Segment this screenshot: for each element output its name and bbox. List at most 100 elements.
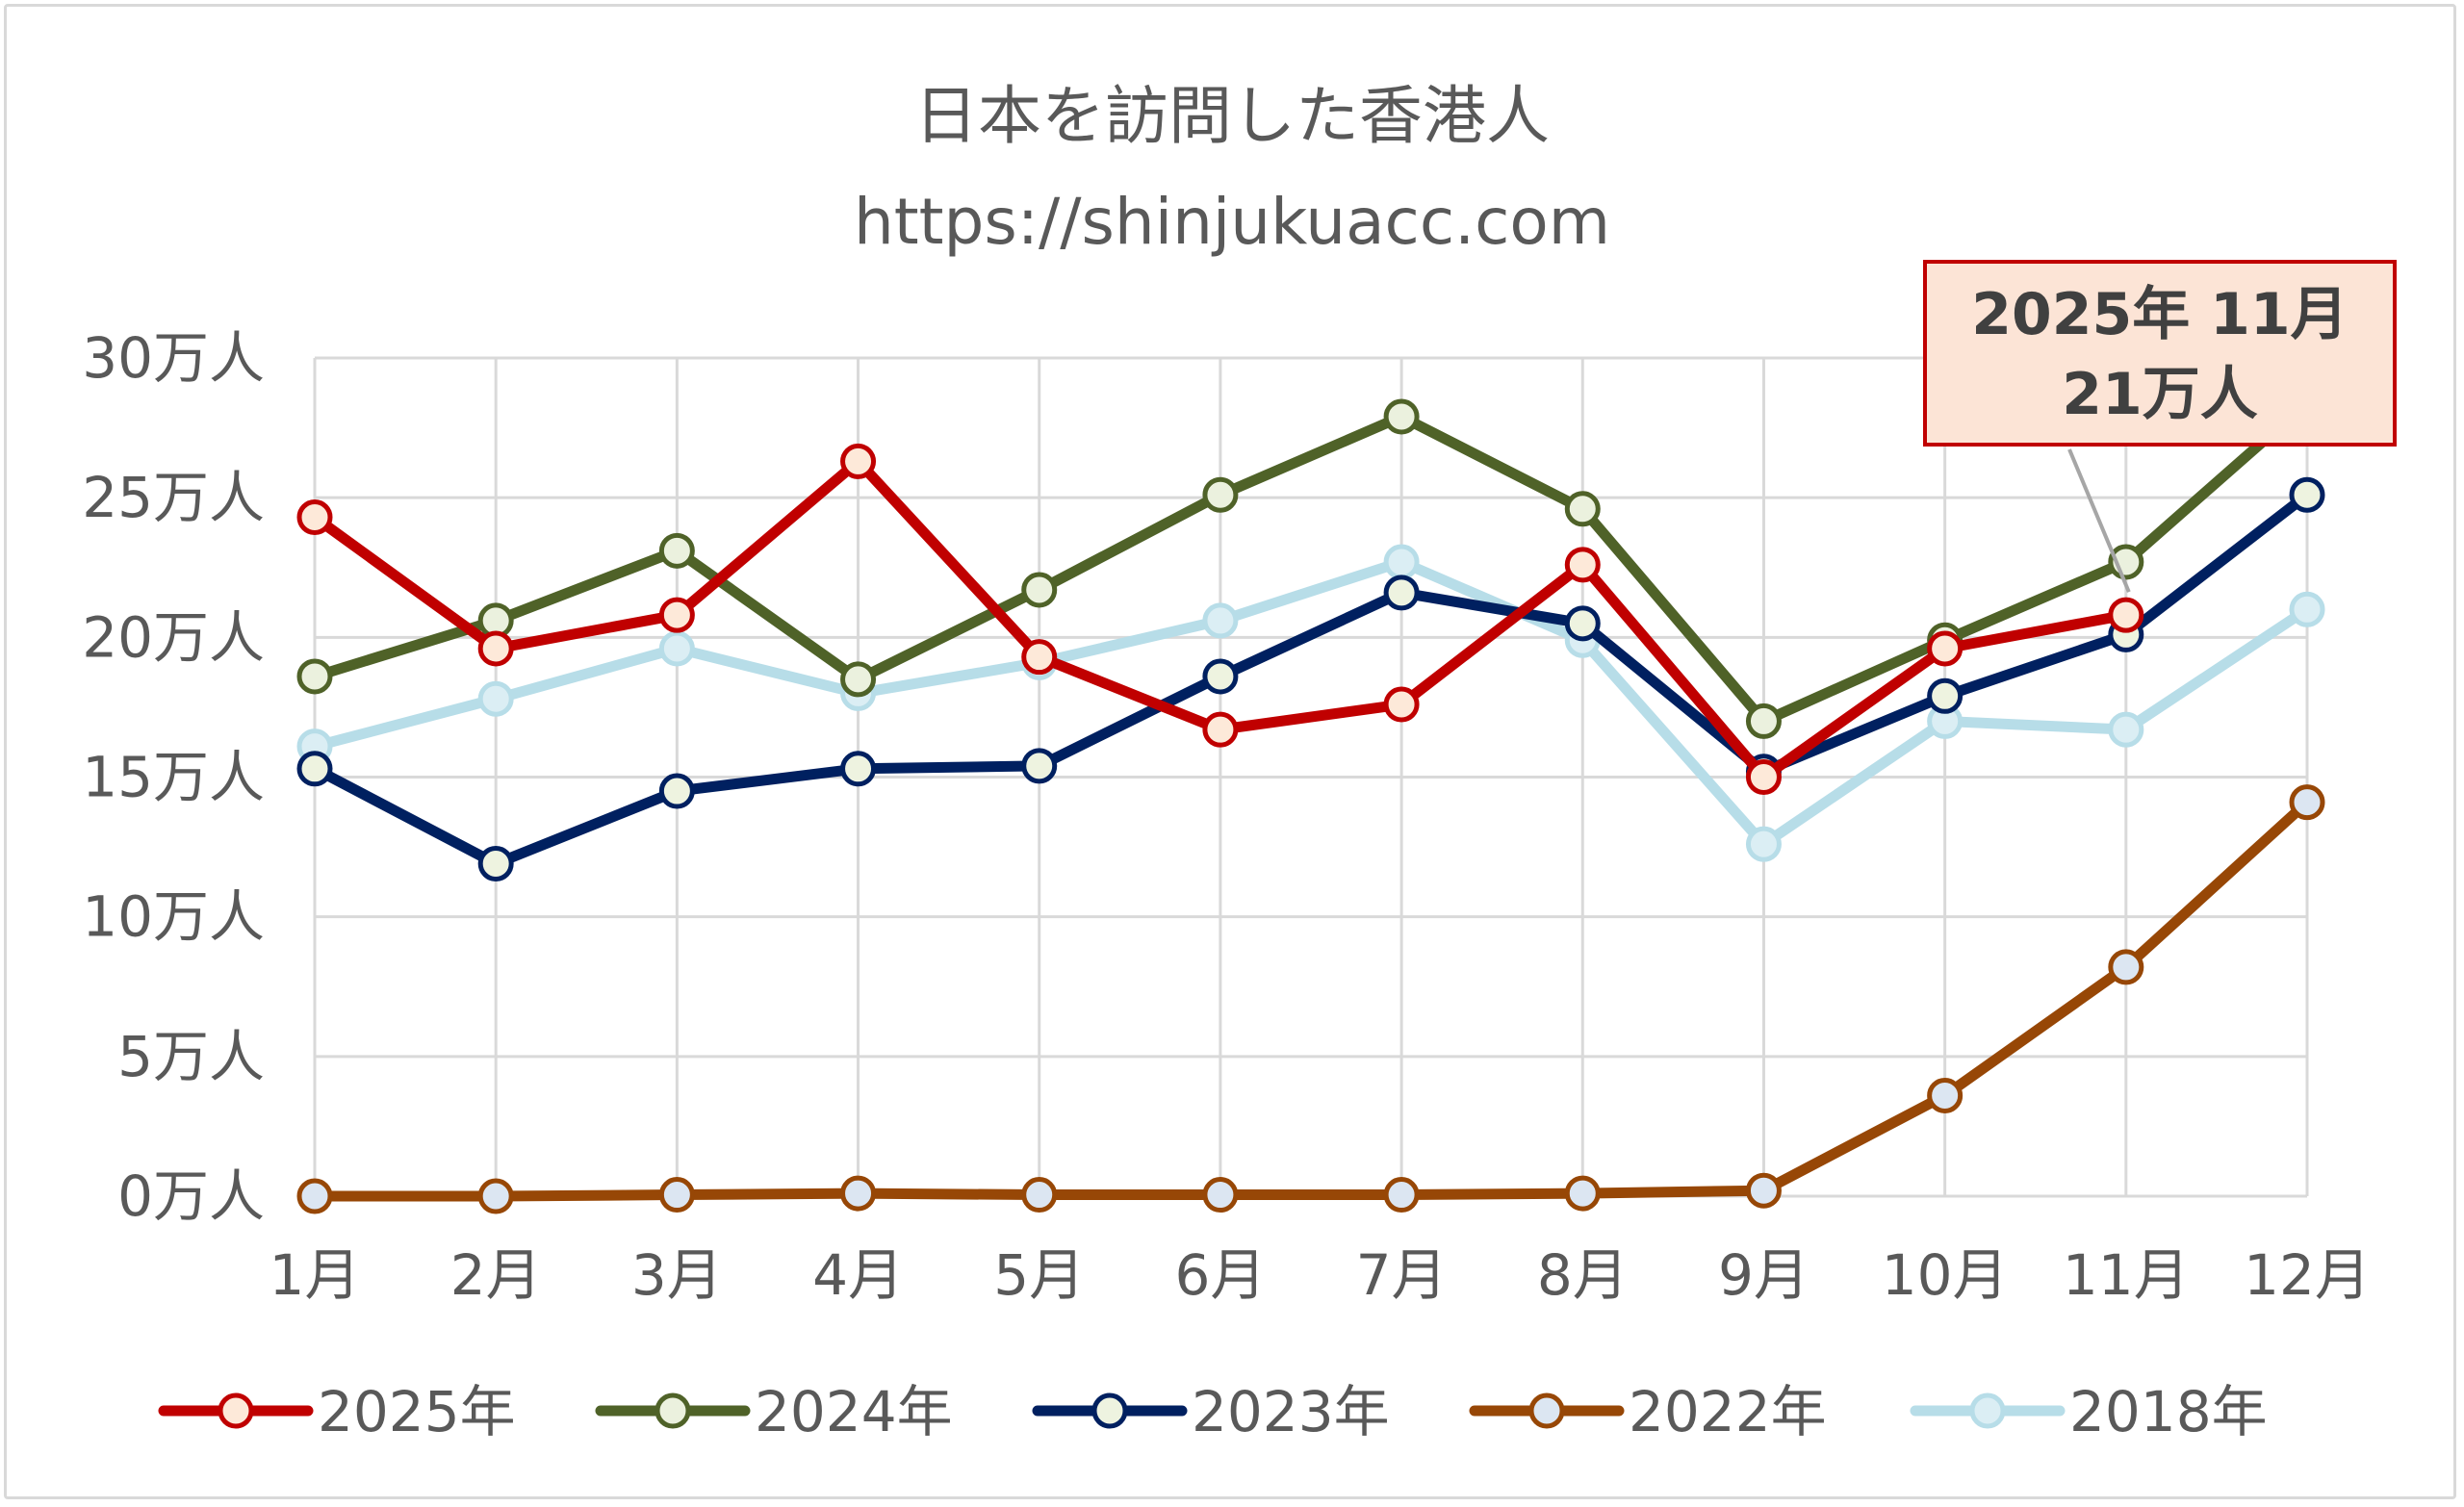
data-point [840, 1175, 877, 1212]
data-point [1745, 1172, 1782, 1209]
data-point [2289, 784, 2325, 821]
data-callout: 2025年 11月 21万人 [1923, 260, 2397, 593]
x-tick-label: 8月 [1537, 1242, 1629, 1308]
data-point [1383, 398, 1420, 435]
y-axis-ticks: 0万人 5万人 10万人 15万人 20万人 25万人 30万人 [82, 325, 265, 1229]
y-tick-label: 25万人 [82, 465, 265, 530]
data-point [1202, 658, 1239, 695]
x-tick-label: 10月 [1882, 1242, 2009, 1308]
data-point [2108, 949, 2144, 985]
gridlines [313, 356, 2309, 1198]
data-point [1021, 572, 1058, 608]
callout-leader [2067, 448, 2131, 593]
y-tick-label: 10万人 [82, 884, 265, 950]
legend-label: 2023年 [1192, 1379, 1390, 1444]
series-line [309, 556, 2313, 850]
legend-item: 2024年 [595, 1379, 953, 1444]
data-point [1383, 544, 1420, 580]
data-point [1383, 686, 1420, 723]
data-point [658, 597, 695, 633]
legend-label: 2025年 [318, 1379, 516, 1444]
legend-marker [1091, 1392, 1128, 1429]
data-point [658, 1177, 695, 1213]
y-tick-label: 5万人 [117, 1024, 265, 1089]
data-point [477, 1178, 514, 1214]
data-point [1383, 1177, 1420, 1213]
series-line [309, 797, 2313, 1202]
data-point [1745, 759, 1782, 795]
legend-marker [654, 1392, 691, 1429]
data-point [296, 1178, 333, 1214]
data-point [840, 661, 877, 698]
legend-item: 2023年 [1032, 1379, 1390, 1444]
x-tick-label: 9月 [1718, 1242, 1810, 1308]
data-point [840, 443, 877, 479]
series-line [309, 396, 2313, 727]
x-axis-ticks: 1月 2月 3月 4月 5月 6月 7月 8月 9月 10月 11月 12月 [270, 1242, 2371, 1308]
chart-subtitle: https://shinjukuacc.com [854, 185, 1610, 259]
data-point [2289, 591, 2325, 627]
chart-title: 日本を訪問した香港人 [914, 79, 1550, 153]
data-point [296, 751, 333, 787]
data-point [477, 630, 514, 667]
series-2018年 [296, 544, 2325, 862]
x-tick-label: 4月 [812, 1242, 904, 1308]
legend-label: 2022年 [1629, 1379, 1827, 1444]
data-point [1564, 1175, 1601, 1212]
data-point [1927, 677, 1964, 714]
legend: 2025年 2024年 2023年 2022年 2018年 [158, 1379, 2268, 1444]
legend-item: 2018年 [1910, 1379, 2268, 1444]
series-line [309, 489, 2313, 870]
data-point [1564, 547, 1601, 583]
data-point [2108, 711, 2144, 748]
series-2022年 [296, 784, 2325, 1214]
x-tick-label: 12月 [2244, 1242, 2371, 1308]
data-point [840, 751, 877, 787]
data-point [1202, 1177, 1239, 1213]
data-point [1564, 605, 1601, 642]
callout-box [1923, 260, 2397, 447]
x-tick-label: 7月 [1356, 1242, 1448, 1308]
x-tick-label: 1月 [270, 1242, 361, 1308]
data-point [1927, 630, 1964, 667]
data-point [658, 630, 695, 667]
x-tick-label: 3月 [631, 1242, 723, 1308]
data-point [1745, 826, 1782, 862]
data-point [1021, 639, 1058, 676]
x-tick-label: 6月 [1174, 1242, 1266, 1308]
data-point [658, 773, 695, 809]
callout-line1: 2025年 11月 [1971, 281, 2348, 348]
x-tick-label: 2月 [450, 1242, 542, 1308]
x-tick-label: 5月 [993, 1242, 1085, 1308]
legend-item: 2022年 [1469, 1379, 1827, 1444]
series-2023年 [296, 476, 2325, 882]
data-point [1745, 702, 1782, 739]
series-2025年 [296, 443, 2144, 795]
y-tick-label: 30万人 [82, 325, 265, 391]
legend-label: 2018年 [2069, 1379, 2268, 1444]
legend-marker [218, 1392, 254, 1429]
data-point [1202, 711, 1239, 748]
y-tick-label: 15万人 [82, 745, 265, 810]
chart-frame [4, 4, 2456, 1499]
legend-label: 2024年 [755, 1379, 953, 1444]
legend-marker [1528, 1392, 1565, 1429]
data-point [658, 532, 695, 569]
callout-line2: 21万人 [2062, 361, 2258, 428]
legend-marker [1969, 1392, 2006, 1429]
data-point [296, 658, 333, 695]
data-point [2289, 476, 2325, 513]
data-point [1383, 575, 1420, 611]
data-point [1202, 476, 1239, 513]
data-point [1927, 1077, 1964, 1113]
data-point [1564, 491, 1601, 527]
series-group [296, 384, 2325, 1214]
data-point [1202, 602, 1239, 639]
y-tick-label: 20万人 [82, 604, 265, 670]
y-tick-label: 0万人 [117, 1163, 265, 1229]
data-point [1021, 748, 1058, 784]
data-point [477, 846, 514, 882]
x-tick-label: 11月 [2063, 1242, 2190, 1308]
legend-item: 2025年 [158, 1379, 516, 1444]
